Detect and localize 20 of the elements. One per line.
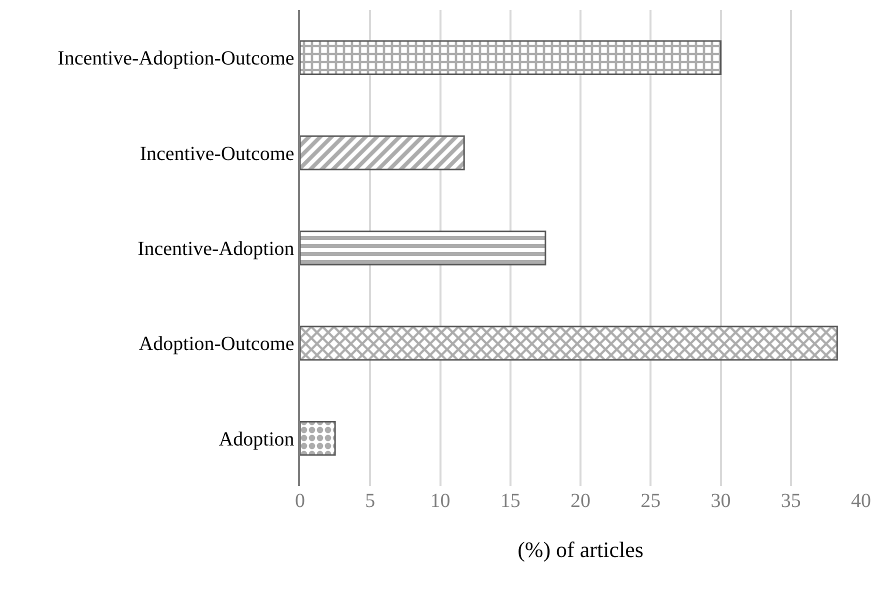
x-tick-label: 35 [780, 490, 801, 512]
x-tick-label: 40 [851, 490, 871, 512]
x-tick-label: 10 [430, 490, 450, 512]
x-tick-label: 5 [365, 490, 376, 512]
x-tick-label: 15 [500, 490, 520, 512]
bar [300, 135, 465, 170]
bar [300, 230, 546, 266]
y-tick-label: Incentive-Outcome [140, 142, 294, 165]
x-tick-label: 25 [640, 490, 661, 512]
x-tick-label: 0 [295, 490, 305, 512]
x-tick-label: 20 [570, 490, 590, 512]
y-tick-label: Adoption-Outcome [138, 333, 294, 356]
y-tick-label: Adoption [218, 428, 294, 450]
x-tick-label: 30 [710, 490, 731, 512]
bar [300, 40, 722, 76]
bar [300, 326, 838, 361]
y-tick-label: Incentive-Adoption-Outcome [58, 48, 294, 70]
x-axis-title: (%) of articles [518, 536, 644, 562]
bar [300, 420, 336, 456]
y-tick-label: Incentive-Adoption [138, 238, 294, 260]
